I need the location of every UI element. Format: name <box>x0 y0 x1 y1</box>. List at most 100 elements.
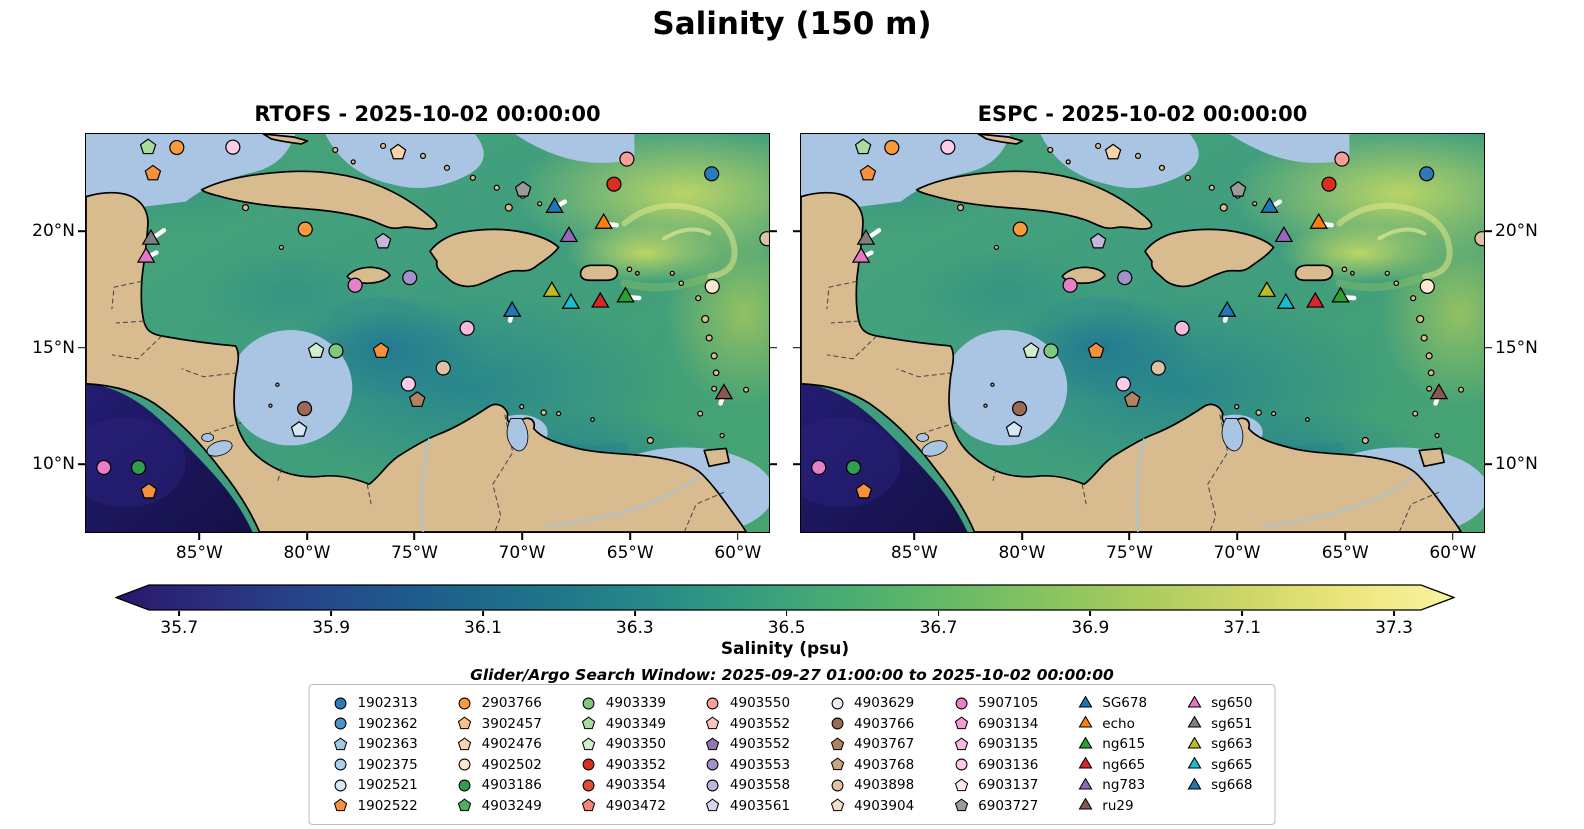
argo-float-marker <box>1012 221 1028 237</box>
panel-title-espc: ESPC - 2025-10-02 00:00:00 <box>977 102 1308 126</box>
colorbar-tick-label: 35.9 <box>312 618 351 638</box>
pentagon-marker-icon <box>830 737 844 750</box>
lon-tick-label: 70°W <box>498 543 546 563</box>
pentagon-marker-icon <box>582 737 596 750</box>
lat-tick-mark <box>78 463 85 465</box>
legend-item: 1902363 <box>332 734 418 755</box>
lat-tick-label: 20°N <box>32 221 75 241</box>
argo-float-marker <box>854 138 872 155</box>
legend-item-label: 6903727 <box>978 797 1039 814</box>
lat-tick-mark <box>793 347 800 349</box>
legend-item-label: 4903629 <box>854 695 915 712</box>
colorbar-tick-mark <box>482 611 484 616</box>
legend-item: 6903134 <box>952 714 1038 735</box>
colorbar-tick: 35.9 <box>312 611 350 638</box>
legend-item-label: 4903767 <box>854 736 915 753</box>
legend-item-label: 4903552 <box>729 736 791 753</box>
pentagon-marker-icon <box>333 798 348 812</box>
argo-float-marker <box>1005 421 1023 437</box>
legend-item: 4903354 <box>580 775 666 796</box>
argo-float-marker <box>169 139 185 156</box>
argo-float-marker <box>389 143 407 160</box>
colorbar-tick-mark <box>178 611 181 616</box>
legend-column: 2903766 3902457 4902476 4902502 4903186 49032… <box>456 693 542 816</box>
legend-item: SG678 <box>1076 693 1147 714</box>
lat-tick-mark <box>1485 463 1492 465</box>
lon-tick-label: 75°W <box>1106 543 1153 563</box>
pentagon-marker-icon <box>582 716 596 730</box>
legend-item: 4903767 <box>828 734 914 755</box>
glider-marker <box>594 212 619 229</box>
argo-float-marker <box>1123 391 1141 407</box>
legend-item-label: sg663 <box>1211 736 1253 753</box>
circle-marker-icon <box>334 758 347 771</box>
colorbar-tick-mark <box>330 611 332 616</box>
triangle-marker-icon <box>1078 695 1093 708</box>
map-panel-espc: ESPC - 2025-10-02 00:00:00 85°W 80°W 75°W 7… <box>793 102 1538 563</box>
legend-item: 1902362 <box>332 714 418 735</box>
legend-item-label: 4903472 <box>605 797 666 814</box>
legend-item: sg665 <box>1185 755 1252 776</box>
colorbar-tick-mark <box>937 611 940 616</box>
legend-item: 3902457 <box>456 714 542 735</box>
argo-float-marker <box>1089 232 1107 249</box>
argo-float-marker <box>1174 320 1190 336</box>
legend-column: sg650 sg651 sg663 sg665 sg668 <box>1185 693 1252 816</box>
legend-item-label: sg651 <box>1211 715 1253 732</box>
legend-item: echo <box>1076 714 1147 735</box>
argo-float-marker <box>307 342 325 358</box>
triangle-marker-icon <box>1187 695 1202 708</box>
colorbar-tick: 37.3 <box>1375 611 1413 638</box>
colorbar-tick: 36.9 <box>1071 611 1109 638</box>
lat-tick-mark <box>793 230 800 232</box>
colorbar-tick-mark <box>1241 611 1243 616</box>
lon-tick-mark <box>1344 533 1347 540</box>
circle-marker-icon <box>706 758 719 771</box>
glider-marker <box>1276 292 1296 309</box>
lat-tick-label: 15°N <box>32 337 75 358</box>
glider-marker <box>1260 196 1283 213</box>
lon-tick-label: 85°W <box>175 543 223 563</box>
argo-float-marker <box>845 459 862 476</box>
argo-float-marker <box>296 401 313 417</box>
argo-float-marker <box>435 360 451 376</box>
glider-marker <box>1331 286 1357 303</box>
lat-tick-label: 10°N <box>1495 454 1538 475</box>
legend-item-label: 4903561 <box>729 797 791 814</box>
legend-item: 1902521 <box>332 775 418 796</box>
legend-item-label: 5907105 <box>978 695 1039 712</box>
legend-item-label: 4903766 <box>854 715 915 732</box>
legend-item: 4903552 <box>704 734 790 755</box>
legend-box: 1902313 1902362 1902363 1902375 1902521 19025… <box>308 684 1276 825</box>
colorbar-tick: 36.1 <box>464 611 502 638</box>
legend-item-label: 1902313 <box>357 695 418 712</box>
legend-item: 4903561 <box>704 796 790 817</box>
circle-marker-icon <box>706 697 719 710</box>
legend-item-label: 4903249 <box>481 797 542 814</box>
legend-item: 4902502 <box>456 755 542 776</box>
colorbar-tick: 36.5 <box>768 611 806 638</box>
glider-track <box>867 228 882 239</box>
legend-item-label: 4903350 <box>605 736 666 753</box>
lat-tick-mark <box>1485 347 1492 349</box>
argo-float-marker <box>811 459 827 476</box>
legend-item: 4903349 <box>580 714 666 735</box>
legend-item-label: 4903553 <box>729 756 791 773</box>
lat-tick-label: 10°N <box>32 454 75 475</box>
circle-marker-icon <box>831 717 843 730</box>
triangle-marker-icon <box>1078 777 1093 790</box>
glider-marker <box>616 286 642 303</box>
lon-tick-mark <box>521 533 523 540</box>
pentagon-marker-icon <box>954 798 968 812</box>
legend-item-label: 6903135 <box>978 736 1039 753</box>
legend-item-label: 4903349 <box>605 715 666 732</box>
circle-marker-icon <box>706 779 719 792</box>
circle-marker-icon <box>955 697 968 710</box>
legend-item: sg651 <box>1185 714 1252 735</box>
legend-item: 4903350 <box>580 734 666 755</box>
legend-item-label: 4903550 <box>729 695 791 712</box>
colorbar-tick-label: 36.5 <box>767 618 806 638</box>
lon-tick-mark <box>413 533 416 540</box>
legend-item: 4902476 <box>456 734 542 755</box>
legend-item-label: 1902522 <box>357 797 418 814</box>
